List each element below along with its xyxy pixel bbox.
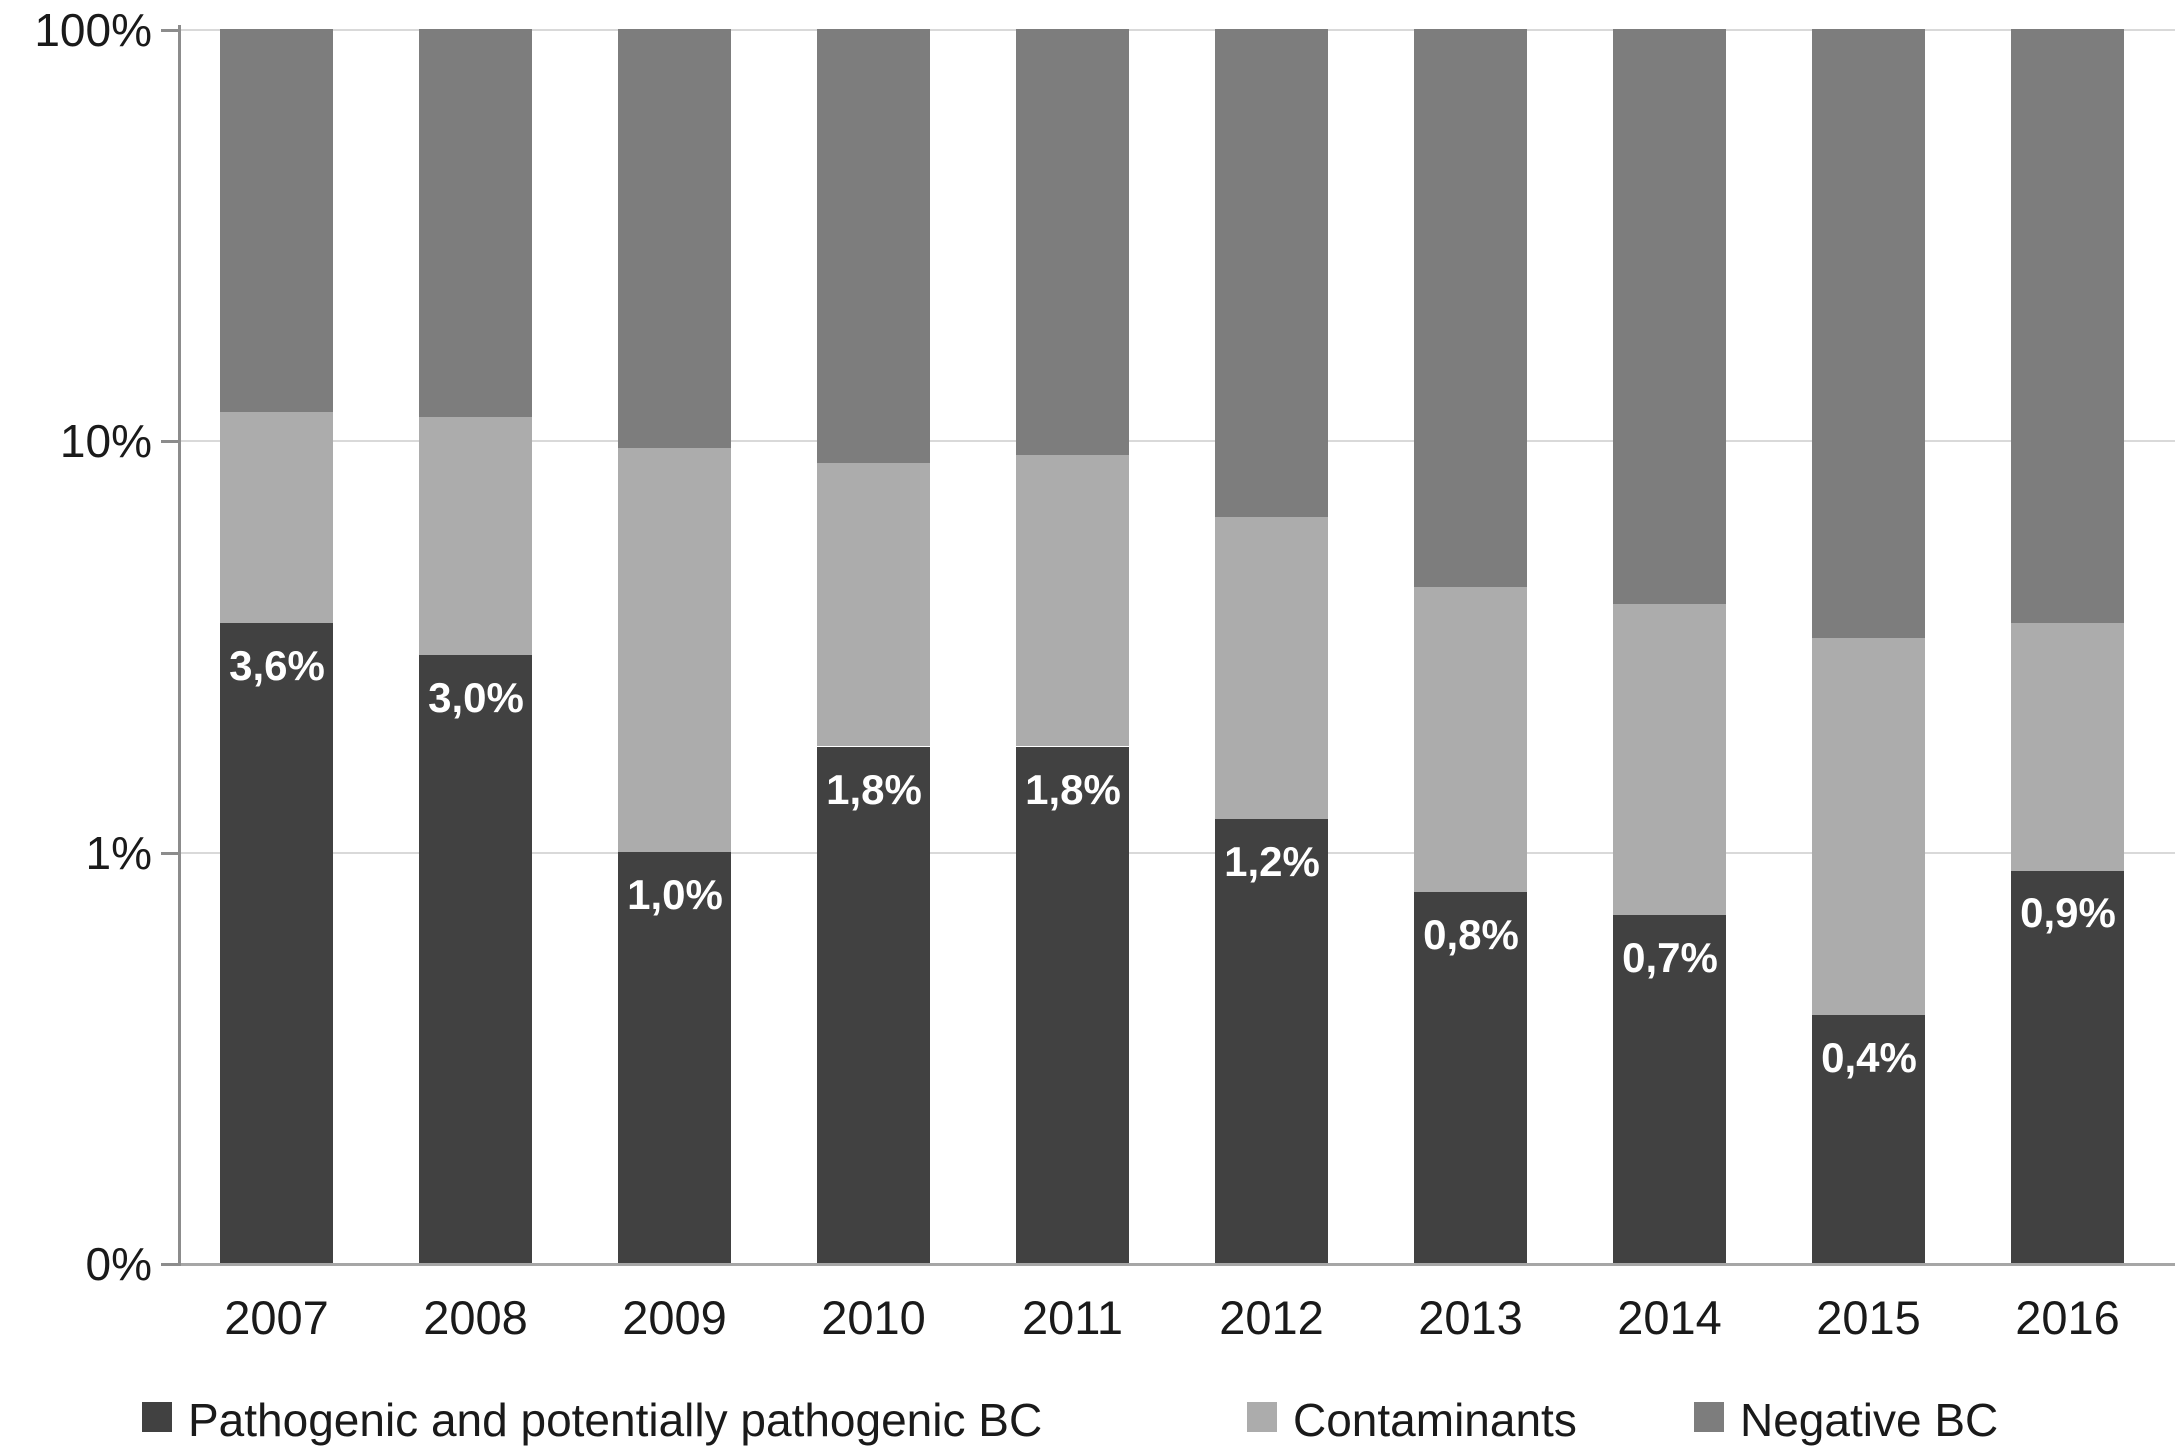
bar-segment-pathogenic-and-potentially-pathogenic-bc	[419, 655, 532, 1263]
x-tick-label: 2013	[1418, 1291, 1523, 1344]
gridline	[180, 440, 2175, 442]
bar-segment-negative-bc	[817, 29, 930, 463]
legend-marker	[142, 1402, 172, 1432]
bar-segment-pathogenic-and-potentially-pathogenic-bc	[1016, 747, 1129, 1263]
legend-marker	[1247, 1402, 1277, 1432]
legend-label: Contaminants	[1293, 1394, 1577, 1446]
bar-data-label: 0,4%	[1821, 1034, 1917, 1081]
bar-segment-negative-bc	[1613, 29, 1726, 604]
bar-segment-pathogenic-and-potentially-pathogenic-bc	[817, 747, 930, 1263]
bar-segment-negative-bc	[1215, 29, 1328, 517]
bar-segment-negative-bc	[2011, 29, 2124, 623]
y-tick-label: 1%	[85, 827, 152, 879]
bar-segment-contaminants	[618, 448, 731, 852]
bar-segment-contaminants	[1414, 587, 1527, 892]
x-tick-label: 2007	[224, 1291, 329, 1344]
x-tick-label: 2012	[1219, 1291, 1324, 1344]
bar-segment-negative-bc	[1016, 29, 1129, 455]
bar-data-label: 1,2%	[1224, 838, 1320, 885]
bar-segment-negative-bc	[220, 29, 333, 412]
bar-data-label: 1,0%	[627, 871, 723, 918]
bar-data-label: 3,0%	[428, 674, 524, 721]
y-tick-label: 10%	[59, 415, 152, 467]
bar-segment-pathogenic-and-potentially-pathogenic-bc	[618, 852, 731, 1263]
bar-segment-negative-bc	[419, 29, 532, 417]
x-axis-line	[180, 1263, 2175, 1266]
bar-data-label: 0,9%	[2020, 889, 2116, 936]
y-tick-label: 100%	[34, 4, 152, 56]
x-tick-label: 2008	[423, 1291, 528, 1344]
bar-segment-contaminants	[2011, 623, 2124, 871]
bar-segment-contaminants	[1215, 517, 1328, 819]
legend-marker	[1694, 1402, 1724, 1432]
x-tick-label: 2011	[1021, 1291, 1124, 1344]
bar-data-label: 0,7%	[1622, 934, 1718, 981]
bar-segment-contaminants	[1613, 604, 1726, 915]
bar-segment-pathogenic-and-potentially-pathogenic-bc	[1414, 892, 1527, 1263]
legend-label: Negative BC	[1740, 1394, 1999, 1446]
x-tick-label: 2010	[821, 1291, 926, 1344]
legend-label: Pathogenic and potentially pathogenic BC	[188, 1394, 1043, 1446]
bar-segment-negative-bc	[618, 29, 731, 448]
y-tick	[161, 440, 181, 443]
x-tick-label: 2014	[1617, 1291, 1722, 1344]
y-tick	[161, 29, 181, 32]
bar-segment-pathogenic-and-potentially-pathogenic-bc	[1215, 819, 1328, 1263]
x-tick-label: 2009	[622, 1291, 727, 1344]
gridline	[180, 852, 2175, 854]
y-tick-label: 0%	[85, 1238, 152, 1290]
bar-data-label: 0,8%	[1423, 911, 1519, 958]
x-tick-label: 2016	[2015, 1291, 2120, 1344]
y-tick	[161, 1263, 181, 1266]
y-axis-line	[178, 25, 181, 1265]
bar-segment-contaminants	[220, 412, 333, 623]
bar-data-label: 1,8%	[826, 766, 922, 813]
gridline	[180, 29, 2175, 31]
x-tick-label: 2015	[1816, 1291, 1921, 1344]
bar-segment-contaminants	[419, 417, 532, 655]
y-tick	[161, 852, 181, 855]
bar-segment-contaminants	[817, 463, 930, 746]
bar-segment-pathogenic-and-potentially-pathogenic-bc	[1812, 1015, 1925, 1263]
bar-segment-pathogenic-and-potentially-pathogenic-bc	[2011, 870, 2124, 1263]
bar-segment-negative-bc	[1812, 29, 1925, 638]
bar-segment-pathogenic-and-potentially-pathogenic-bc	[220, 623, 333, 1263]
bar-segment-contaminants	[1812, 638, 1925, 1015]
bar-segment-negative-bc	[1414, 29, 1527, 587]
bar-segment-contaminants	[1016, 455, 1129, 746]
bar-data-label: 1,8%	[1025, 766, 1121, 813]
bar-data-label: 3,6%	[229, 642, 325, 689]
bar-segment-pathogenic-and-potentially-pathogenic-bc	[1613, 915, 1726, 1263]
